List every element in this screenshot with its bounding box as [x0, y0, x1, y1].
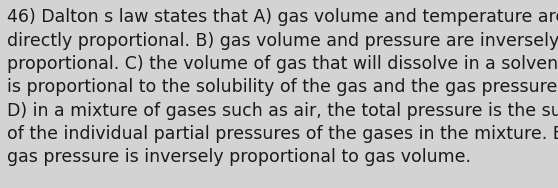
Text: 46) Dalton s law states that A) gas volume and temperature are
directly proporti: 46) Dalton s law states that A) gas volu… [7, 8, 558, 166]
